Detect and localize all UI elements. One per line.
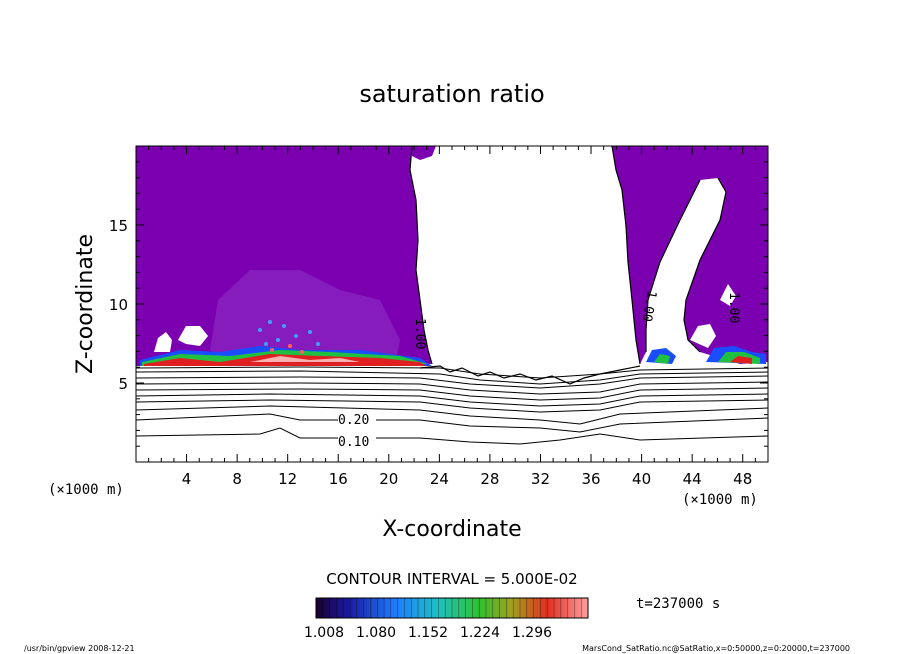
contour-label: 1.00 [412, 318, 427, 349]
y-axis-label: Z-coordinate [73, 234, 98, 374]
y-tick-label: 15 [109, 217, 128, 235]
plot-area: 0.10 0.20 1.00 1.00 1.00 [136, 146, 768, 462]
chart-title: saturation ratio [359, 80, 544, 108]
x-tick-label: 12 [278, 470, 297, 488]
contour-label: 1.00 [639, 289, 659, 322]
x-tick-label: 36 [581, 470, 600, 488]
contour-label: 0.20 [338, 413, 369, 428]
colorbar-tick-label: 1.224 [460, 625, 500, 641]
x-tick-label: 4 [182, 470, 192, 488]
x-tick-label: 16 [329, 470, 348, 488]
contour-label: 1.00 [726, 292, 741, 323]
z-unit-label: (×1000 m) [48, 482, 124, 498]
colorbar-tick-label: 1.152 [408, 625, 448, 641]
saturated-region-right [612, 146, 768, 364]
axis-ticks [135, 145, 769, 463]
time-label: t=237000 s [636, 596, 720, 612]
x-tick-label: 44 [683, 470, 702, 488]
colorbar-tick-label: 1.296 [512, 625, 552, 641]
contour-lines [136, 146, 768, 445]
x-tick-label: 40 [632, 470, 651, 488]
y-tick-label: 5 [118, 375, 128, 393]
x-tick-label: 32 [531, 470, 550, 488]
x-tick-label: 24 [430, 470, 449, 488]
x-tick-label: 20 [379, 470, 398, 488]
footer-left: /usr/bin/gpview 2008-12-21 [24, 644, 135, 653]
y-tick-label: 10 [109, 296, 128, 314]
footer-right: MarsCond_SatRatio.nc@SatRatio,x=0:50000,… [582, 644, 850, 653]
x-axis-label: X-coordinate [382, 517, 521, 542]
colorbar-tick-label: 1.008 [304, 625, 344, 641]
x-tick-label: 48 [733, 470, 752, 488]
x-tick-label: 28 [480, 470, 499, 488]
colorbar-tick-label: 1.080 [356, 625, 396, 641]
x-tick-label: 8 [232, 470, 242, 488]
contour-label: 0.10 [338, 435, 369, 450]
x-unit-label: (×1000 m) [682, 492, 758, 508]
contour-interval: CONTOUR INTERVAL = 5.000E-02 [326, 570, 577, 588]
